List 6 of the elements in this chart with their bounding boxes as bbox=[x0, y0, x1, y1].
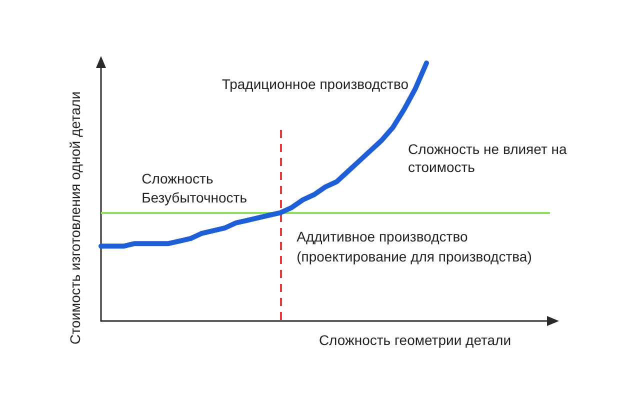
y-axis-title: Стоимость изготовления одной детали bbox=[67, 91, 83, 345]
ref-line-label: Аддитивное производство (проектирование для производства) bbox=[296, 228, 532, 265]
annotation: Сложность не влияет на стоимость bbox=[408, 141, 567, 175]
annotation: Сложность Безубыточность bbox=[142, 170, 248, 206]
series-label: Традиционное производство bbox=[222, 76, 409, 92]
x-axis-title: Сложность геометрии детали bbox=[318, 332, 512, 348]
